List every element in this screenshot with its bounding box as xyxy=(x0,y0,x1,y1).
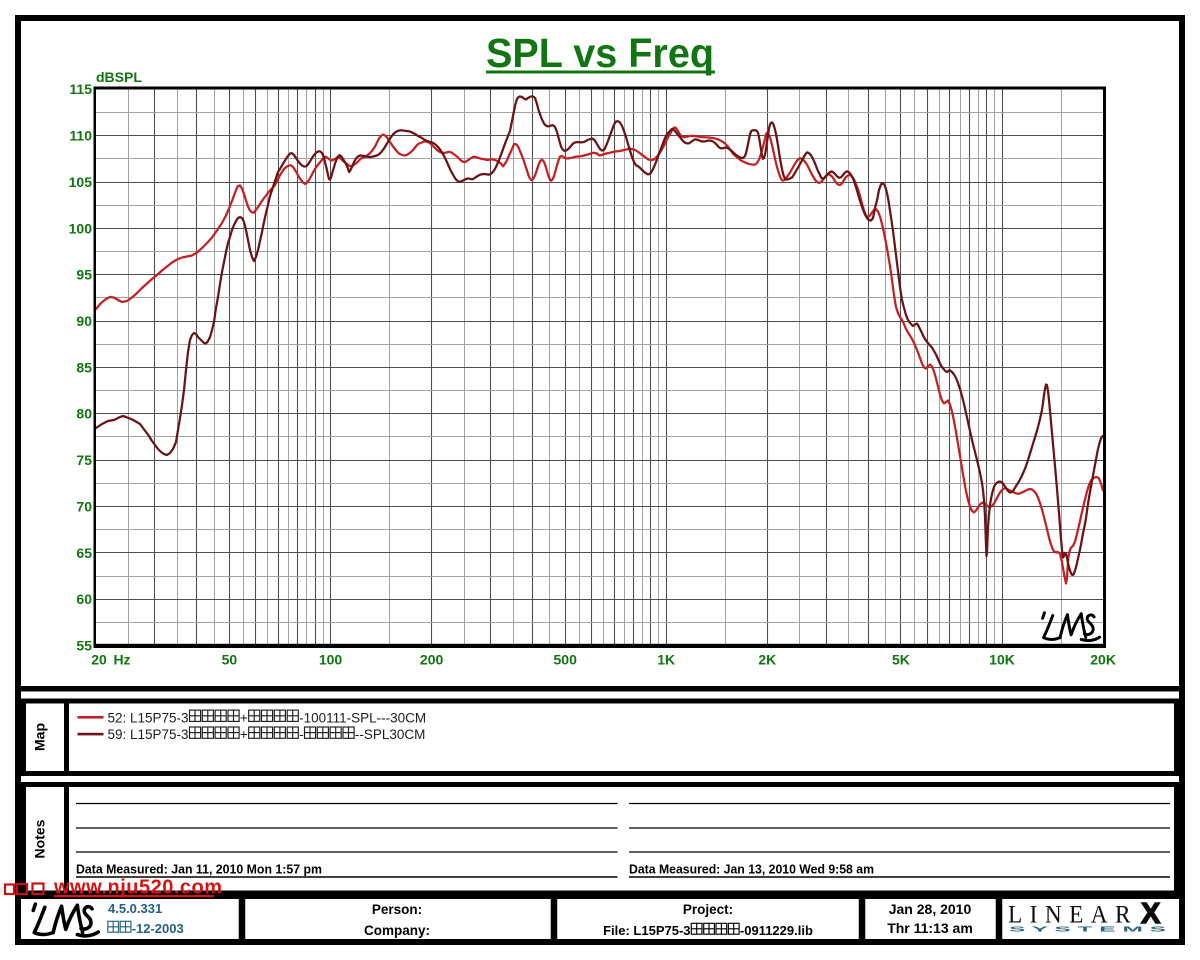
svg-text:S Y S T E M S: S Y S T E M S xyxy=(1009,925,1166,934)
svg-text:5K: 5K xyxy=(892,652,910,668)
svg-text:+: + xyxy=(240,710,248,725)
svg-text:X: X xyxy=(1141,898,1161,930)
svg-text:115: 115 xyxy=(69,81,92,97)
svg-text:Project:: Project: xyxy=(683,902,733,917)
svg-text:Map: Map xyxy=(32,723,48,751)
svg-text:Data Measured: Jan 13, 2010 W: Data Measured: Jan 13, 2010 Wed 9:58 am xyxy=(629,862,874,877)
svg-text:10K: 10K xyxy=(989,652,1015,668)
svg-text:95: 95 xyxy=(76,267,92,283)
svg-text:Thr 11:13 am: Thr 11:13 am xyxy=(887,920,973,936)
svg-text:Data Measured: Jan 11, 2010 M: Data Measured: Jan 11, 2010 Mon 1:57 pm xyxy=(76,862,322,877)
svg-text:200: 200 xyxy=(420,652,444,668)
svg-text:4.5.0.331: 4.5.0.331 xyxy=(108,901,162,916)
svg-text:Hz: Hz xyxy=(113,652,130,668)
svg-text:2K: 2K xyxy=(758,652,776,668)
svg-text:+: + xyxy=(240,727,248,742)
svg-text:110: 110 xyxy=(69,128,92,144)
svg-text:-12-2003: -12-2003 xyxy=(132,921,184,936)
svg-text:Company:: Company: xyxy=(364,923,430,938)
svg-text:55: 55 xyxy=(76,638,92,654)
svg-text:Jan 28, 2010: Jan 28, 2010 xyxy=(889,901,972,917)
svg-text:File: L15P75-3: File: L15P75-3 xyxy=(603,923,690,938)
svg-text:90: 90 xyxy=(76,313,92,329)
svg-text:75: 75 xyxy=(76,452,92,468)
svg-text:105: 105 xyxy=(69,174,93,190)
svg-text:Person:: Person: xyxy=(372,902,422,917)
svg-text:dBSPL: dBSPL xyxy=(96,69,142,85)
svg-text:70: 70 xyxy=(76,498,92,514)
svg-text:100: 100 xyxy=(319,652,343,668)
svg-text:-100111-SPL---30CM: -100111-SPL---30CM xyxy=(299,710,426,725)
svg-text:20: 20 xyxy=(91,652,107,668)
svg-text:50: 50 xyxy=(222,652,238,668)
svg-text:SPL vs Freq: SPL vs Freq xyxy=(486,30,714,76)
svg-text:100: 100 xyxy=(69,220,93,236)
svg-text:60: 60 xyxy=(76,591,92,607)
svg-text:Notes: Notes xyxy=(32,819,48,858)
svg-text:LINEAR: LINEAR xyxy=(1008,902,1138,929)
svg-text:85: 85 xyxy=(76,359,92,375)
svg-text:59: L15P75-3: 59: L15P75-3 xyxy=(108,727,189,742)
svg-text:1K: 1K xyxy=(657,652,675,668)
svg-text:20K: 20K xyxy=(1090,652,1116,668)
svg-text:-0911229.lib: -0911229.lib xyxy=(740,923,813,938)
svg-text:80: 80 xyxy=(76,406,92,422)
svg-text:www.nju520.com: www.nju520.com xyxy=(53,877,223,899)
svg-text:-: - xyxy=(299,727,304,742)
svg-text:--SPL30CM: --SPL30CM xyxy=(355,727,426,742)
svg-text:52: L15P75-3: 52: L15P75-3 xyxy=(108,710,189,725)
svg-text:500: 500 xyxy=(554,652,578,668)
svg-text:65: 65 xyxy=(76,545,92,561)
